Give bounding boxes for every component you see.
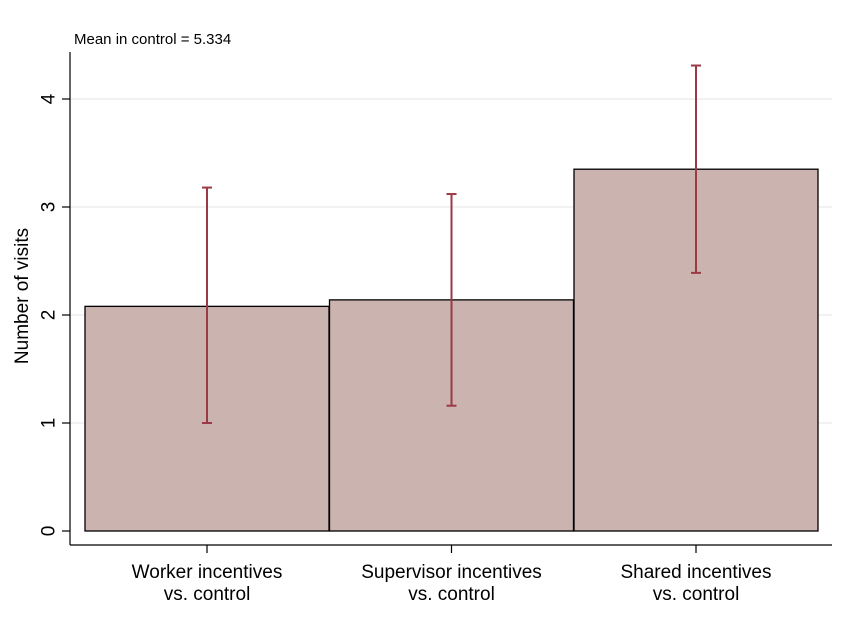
x-tick-label: Supervisor incentives xyxy=(361,562,542,583)
x-tick-label: vs. control xyxy=(653,584,740,605)
y-tick-label: 2 xyxy=(39,310,60,321)
y-axis-ticks: 0 1 2 3 4 xyxy=(39,93,70,536)
x-tick-label: Worker incentives xyxy=(132,562,283,583)
error-bars xyxy=(202,64,701,424)
y-tick-label: 4 xyxy=(39,93,60,104)
control-mean-note: Mean in control = 5.334 xyxy=(74,31,231,48)
y-tick-label: 3 xyxy=(39,202,60,213)
x-tick-label: vs. control xyxy=(164,584,251,605)
y-tick-label: 1 xyxy=(39,418,60,429)
x-tick-label: vs. control xyxy=(408,584,495,605)
y-tick-label: 0 xyxy=(39,526,60,537)
x-tick-label: Shared incentives xyxy=(620,562,771,583)
y-axis-title: Number of visits xyxy=(12,228,33,364)
